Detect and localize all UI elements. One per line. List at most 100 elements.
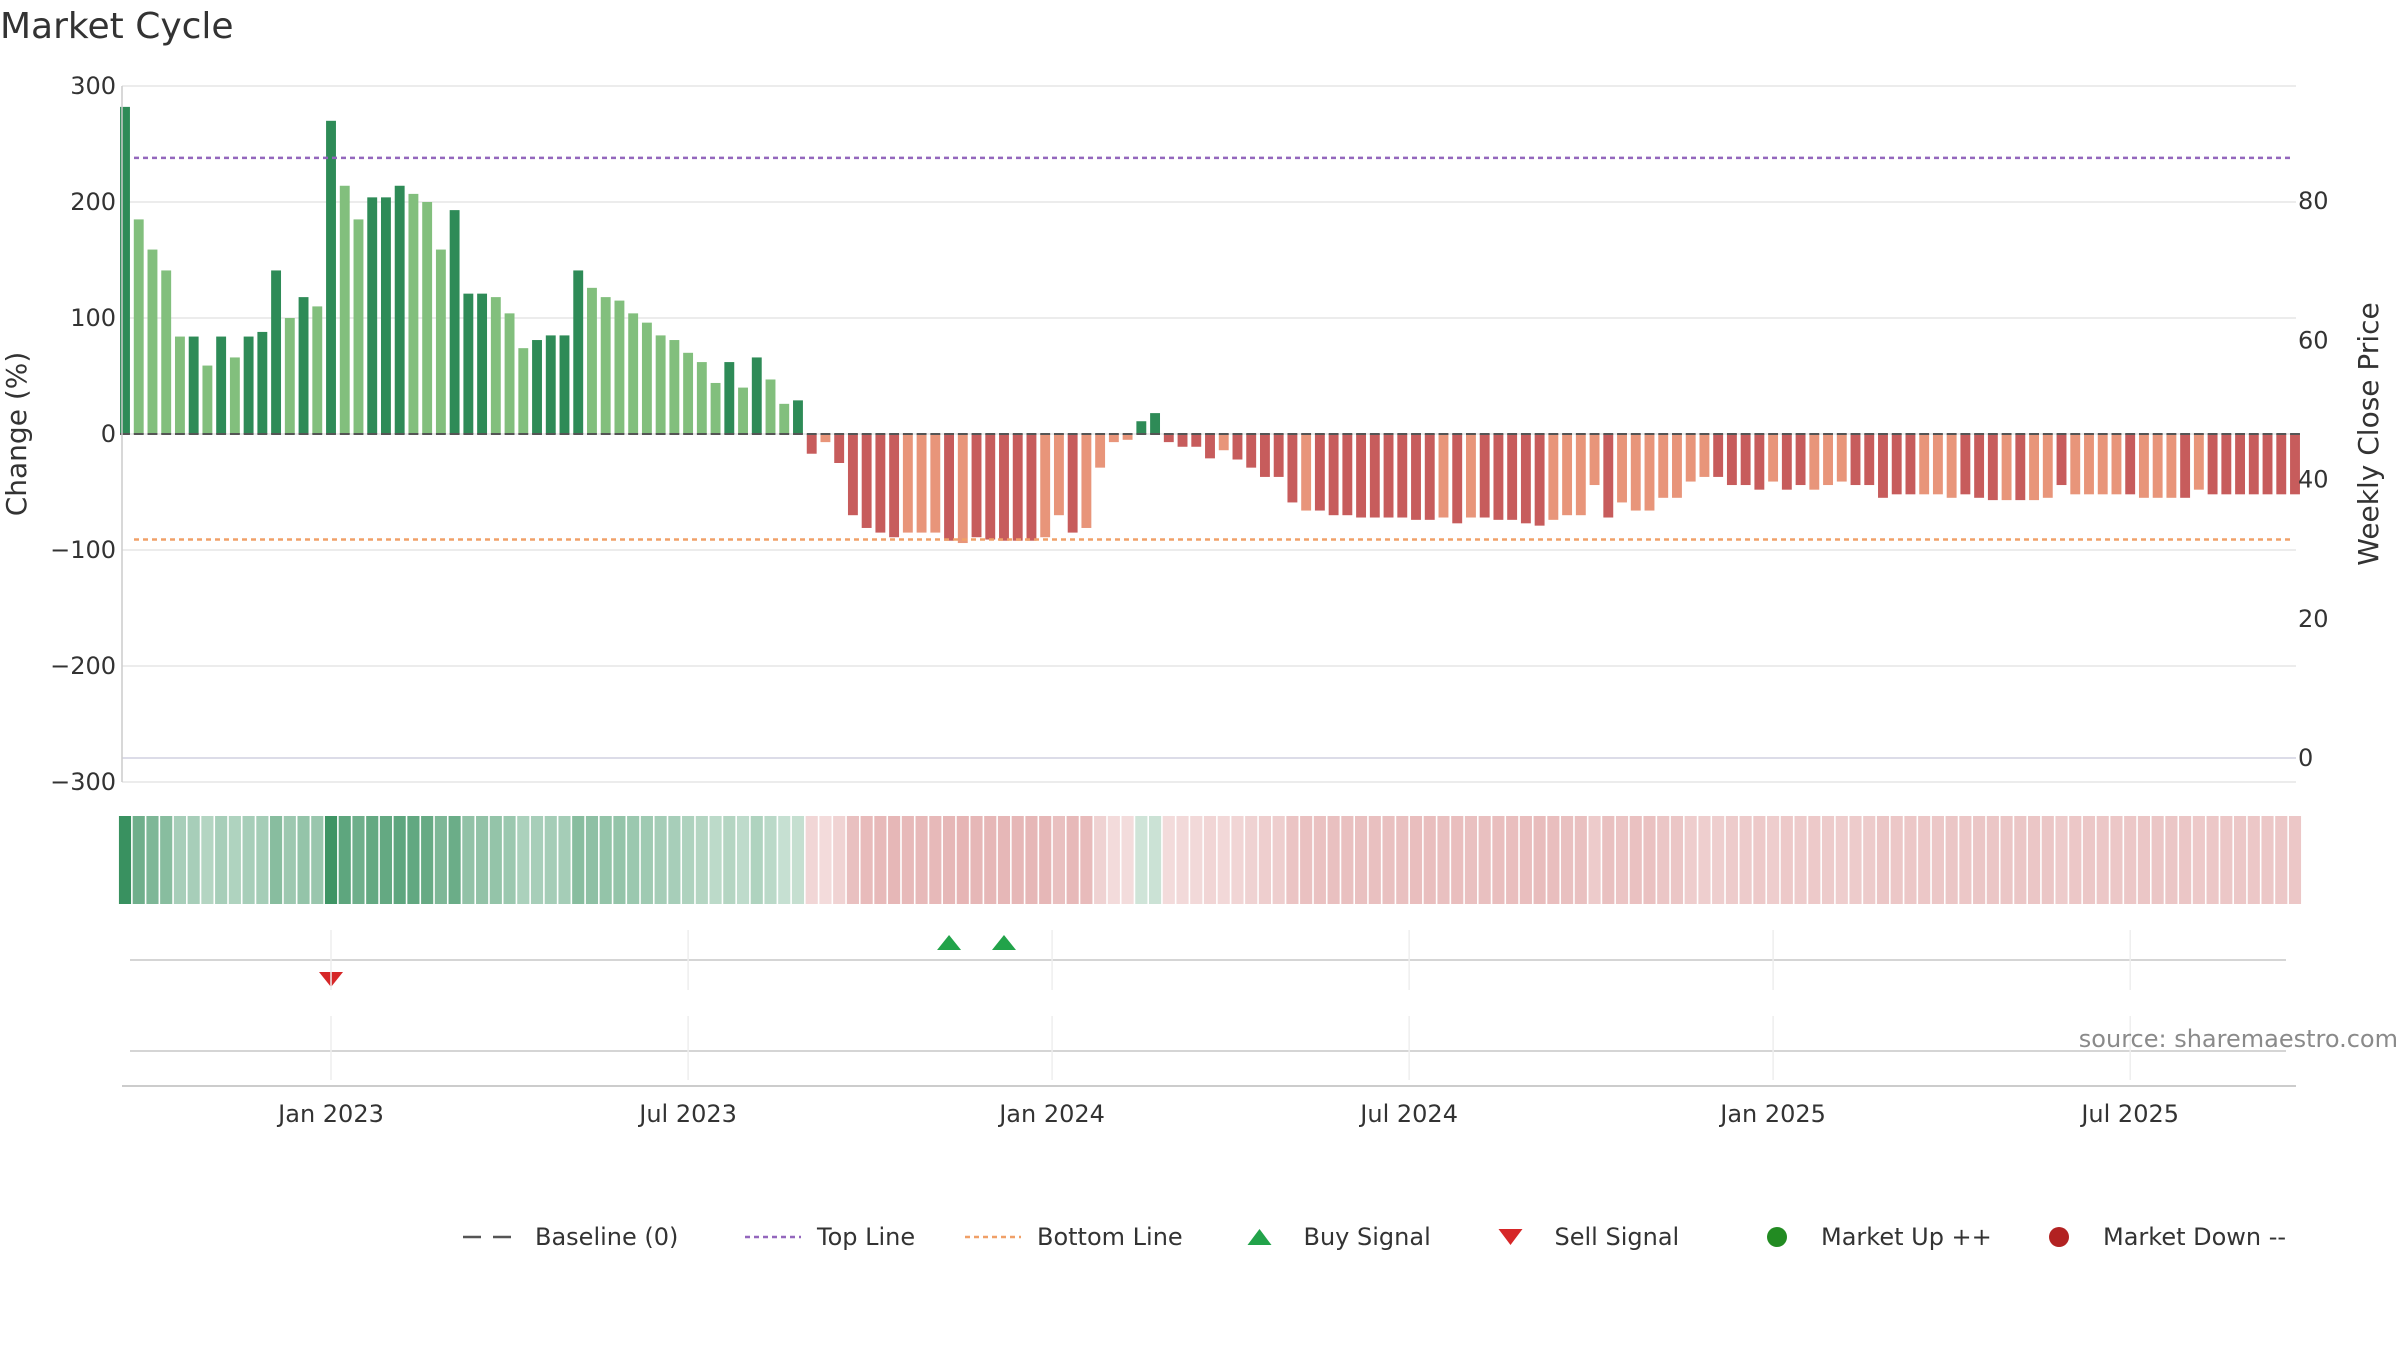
strip-cell <box>256 816 269 904</box>
bar <box>1218 434 1229 451</box>
bar <box>1314 434 1325 511</box>
strip-cell <box>1039 816 1052 904</box>
strip-cell <box>984 816 997 904</box>
strip-cell <box>1794 816 1807 904</box>
strip-cell <box>750 816 763 904</box>
bar <box>1534 434 1545 526</box>
strip-cell <box>1107 816 1120 904</box>
bar <box>2207 434 2218 495</box>
strip-cell <box>1080 816 1093 904</box>
bar <box>298 297 309 434</box>
y-tick-label: −200 <box>50 652 116 680</box>
strip-cell <box>283 816 296 904</box>
strip-cell <box>1547 816 1560 904</box>
strip-cell <box>709 816 722 904</box>
strip-cell <box>572 816 585 904</box>
bar <box>1287 434 1298 503</box>
strip-cell <box>1767 816 1780 904</box>
bar <box>1328 434 1339 516</box>
strip-cell <box>1931 816 1944 904</box>
strip-cell <box>338 816 351 904</box>
bar <box>339 185 350 434</box>
strip-cell <box>146 816 159 904</box>
bar <box>614 300 625 434</box>
strip-cell <box>736 816 750 904</box>
y2-tick-label: 80 <box>2298 187 2329 215</box>
bar <box>435 249 446 434</box>
strip-cell <box>1602 816 1615 904</box>
strip-cell <box>1190 816 1203 904</box>
strip-cell <box>1821 816 1835 904</box>
bar <box>284 318 295 434</box>
strip-cell <box>599 816 612 904</box>
buy-signal-marker <box>991 935 1016 950</box>
bar <box>738 387 748 434</box>
bar <box>1713 434 1724 477</box>
bar <box>133 219 144 434</box>
bar <box>875 434 886 533</box>
strip-cell <box>1135 816 1148 904</box>
bar <box>1630 434 1641 511</box>
bar <box>1397 434 1408 518</box>
bar <box>1562 434 1573 516</box>
strip-cell <box>1423 816 1436 904</box>
bar <box>1479 434 1490 518</box>
y-axis-label: Change (%) <box>0 352 33 517</box>
bar <box>1823 434 1833 486</box>
strip-cell <box>489 816 502 904</box>
bar <box>1644 434 1655 511</box>
x-tick-label: Jan 2025 <box>1718 1100 1826 1128</box>
legend: Baseline (0) Top Line Bottom Line Buy Signa… <box>463 1223 2286 1251</box>
bar <box>2262 434 2273 495</box>
strip-cell <box>1615 816 1629 904</box>
bar <box>1850 434 1861 486</box>
strip-cell <box>723 816 736 904</box>
strip-cell <box>324 816 338 904</box>
strip-cell <box>915 816 928 904</box>
bar <box>1026 434 1037 541</box>
strip-cell <box>1725 816 1738 904</box>
bar <box>2042 434 2053 498</box>
strip-cell <box>1464 816 1478 904</box>
bar <box>902 434 913 533</box>
strip-cell <box>1835 816 1848 904</box>
bar <box>1685 434 1696 482</box>
bar <box>1781 434 1792 490</box>
strip-cell <box>1684 816 1697 904</box>
bars <box>120 106 2300 544</box>
strip-cell <box>558 816 571 904</box>
strip-cell <box>1890 816 1903 904</box>
strip-cell <box>2014 816 2027 904</box>
bar <box>1191 434 1202 447</box>
bar <box>1658 434 1669 498</box>
strip-cell <box>1148 816 1162 904</box>
bar <box>1974 434 1985 498</box>
strip-cell <box>1904 816 1917 904</box>
strip-cell <box>173 816 187 904</box>
bar <box>1617 434 1627 503</box>
bar <box>957 434 968 544</box>
strip-cell <box>1698 816 1711 904</box>
strip-cell <box>1396 816 1409 904</box>
strip-cell <box>352 816 365 904</box>
strip-cell <box>874 816 887 904</box>
bar <box>1589 434 1600 486</box>
bar <box>1053 434 1064 516</box>
strip-cell <box>1025 816 1038 904</box>
y-tick-label: 100 <box>70 304 116 332</box>
bar <box>2166 434 2177 498</box>
bar <box>2221 434 2232 495</box>
bar <box>1012 434 1023 541</box>
bar <box>1726 434 1737 486</box>
bar <box>683 352 694 434</box>
y2-tick-label: 40 <box>2298 466 2329 494</box>
bar <box>1122 434 1133 440</box>
strip-cell <box>2261 816 2274 904</box>
strip-cell <box>1094 816 1107 904</box>
strip-cell <box>118 816 132 904</box>
strip-cell <box>2247 816 2260 904</box>
strip-cell <box>366 816 379 904</box>
bar <box>710 382 721 434</box>
bar <box>1369 434 1380 518</box>
